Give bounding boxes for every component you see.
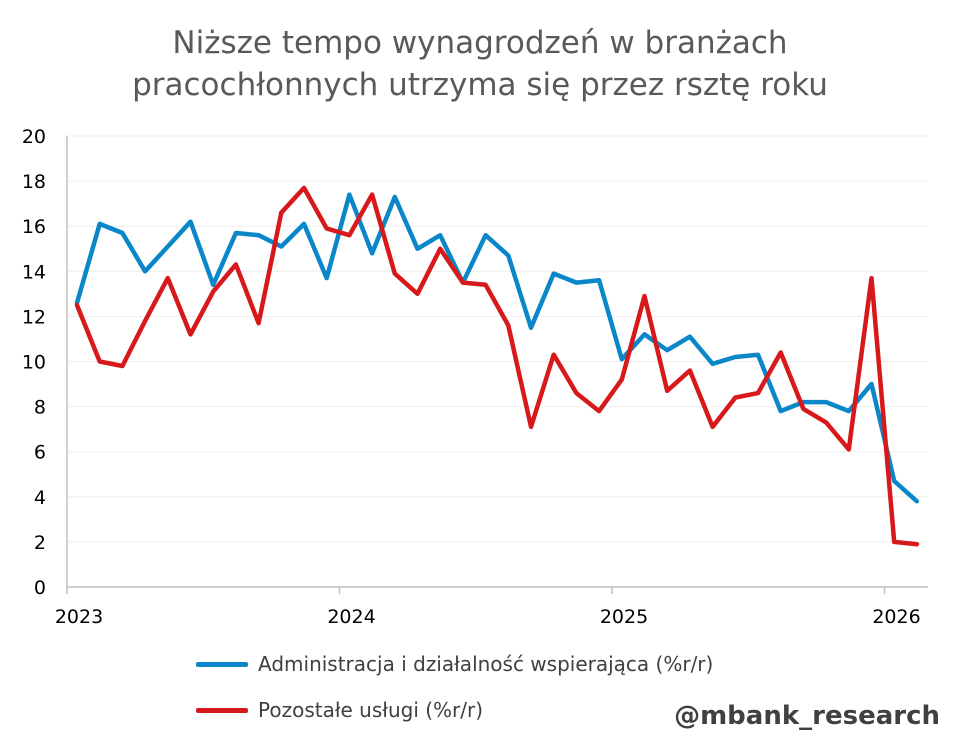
legend-label-pozostale-uslugi: Pozostałe usługi (%r/r) — [258, 698, 484, 722]
y-tick-label-16: 16 — [22, 216, 46, 238]
legend-label-administracja: Administracja i działalność wspierająca … — [258, 652, 714, 676]
axes — [66, 136, 928, 588]
series-line-0 — [74, 192, 920, 504]
y-tick-label-4: 4 — [34, 487, 46, 509]
y-tick-label-12: 12 — [22, 306, 46, 328]
series-line-1 — [74, 185, 920, 547]
legend-item-pozostale-uslugi: Pozostałe usługi (%r/r) — [196, 698, 483, 722]
legend-swatch-blue — [196, 661, 248, 667]
y-tick-label-20: 20 — [22, 126, 46, 148]
y-tick-label-18: 18 — [22, 171, 46, 193]
watermark: @mbank_research — [674, 701, 940, 731]
series-administracja — [74, 192, 920, 504]
y-tick-label-10: 10 — [22, 352, 46, 374]
gridlines — [67, 135, 928, 543]
y-tick-label-8: 8 — [34, 397, 46, 419]
x-tick-label-2023: 2023 — [55, 606, 103, 628]
y-tick-label-6: 6 — [34, 442, 46, 464]
x-tick-label-2024: 2024 — [327, 606, 375, 628]
series-lines — [74, 185, 920, 547]
chart-title-line-1: Niższe tempo wynagrodzeń w branżach — [172, 25, 788, 61]
series-pozostale-uslugi — [74, 185, 920, 547]
x-tick-label-2025: 2025 — [600, 606, 648, 628]
x-tick-label-2026: 2026 — [872, 606, 920, 628]
legend-item-administracja: Administracja i działalność wspierająca … — [196, 652, 713, 676]
y-tick-label-14: 14 — [22, 261, 46, 283]
y-tick-label-2: 2 — [34, 532, 46, 554]
chart-title: Niższe tempo wynagrodzeń w branżach prac… — [0, 22, 960, 106]
legend-swatch-red — [196, 707, 248, 713]
y-tick-label-0: 0 — [34, 577, 46, 599]
y-axis-tick-labels: 0 2 4 6 8 10 12 14 16 18 20 — [22, 126, 46, 599]
x-axis-tick-labels: 2023 2024 2025 2026 — [55, 587, 921, 628]
chart-title-line-2: pracochłonnych utrzyma się przez rsztę r… — [132, 67, 828, 103]
